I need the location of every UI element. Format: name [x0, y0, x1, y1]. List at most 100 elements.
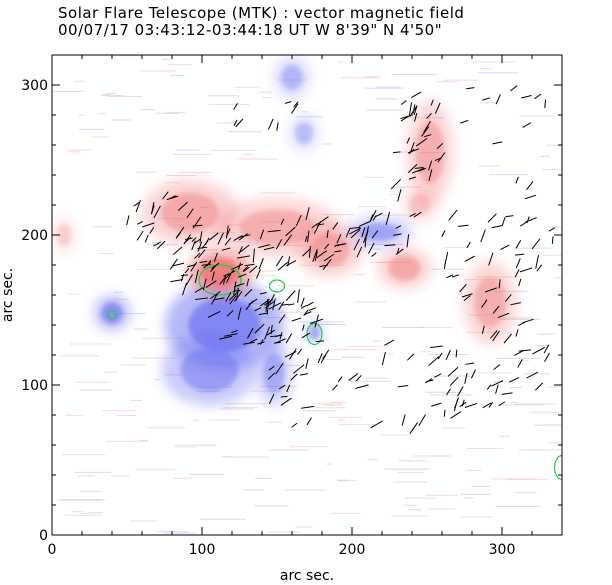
field-vector	[525, 217, 537, 223]
field-vector	[265, 298, 269, 312]
x-tick-label: 300	[489, 542, 516, 558]
field-vector	[482, 97, 491, 101]
field-vector	[521, 94, 532, 99]
x-tick-label: 100	[189, 542, 216, 558]
field-vector	[355, 384, 369, 389]
contour-line	[553, 454, 562, 481]
field-vector	[448, 209, 458, 221]
field-vector	[153, 241, 162, 247]
field-vector	[356, 246, 363, 258]
field-vector	[291, 317, 302, 322]
field-vector	[301, 405, 315, 409]
field-vector	[492, 330, 500, 342]
negative-region-core	[359, 223, 399, 241]
field-vector	[211, 271, 215, 281]
field-vector	[274, 338, 286, 344]
field-vector	[316, 223, 325, 226]
field-vector	[308, 307, 317, 311]
field-vector	[500, 244, 510, 251]
field-vector	[434, 157, 442, 161]
field-vector	[480, 229, 486, 243]
field-vector	[406, 353, 415, 361]
field-vector	[470, 369, 476, 379]
y-tick-label: 300	[21, 78, 48, 94]
field-vector	[518, 349, 531, 352]
field-vector	[275, 255, 284, 267]
field-vector	[397, 384, 409, 388]
field-vector	[199, 231, 203, 243]
field-vector	[225, 228, 231, 238]
field-vector	[457, 386, 464, 397]
field-vector	[192, 224, 203, 227]
positive-region	[401, 187, 438, 223]
field-vector	[252, 248, 255, 263]
x-axis-label: arc sec.	[280, 568, 334, 584]
field-vector	[255, 269, 261, 279]
x-tick-label: 200	[339, 542, 366, 558]
field-vector	[431, 402, 442, 407]
field-vector	[453, 399, 459, 412]
negative-polarity-regions	[94, 56, 412, 406]
field-vector	[411, 167, 425, 174]
field-vector	[524, 194, 537, 200]
field-vector	[409, 422, 419, 434]
field-vector	[446, 388, 451, 396]
field-vector	[484, 287, 497, 293]
field-vector	[212, 297, 225, 301]
field-vector	[285, 290, 296, 301]
field-vector	[491, 380, 504, 387]
field-vector	[445, 349, 451, 361]
field-vector	[447, 366, 459, 377]
field-vector	[280, 397, 292, 406]
field-vector	[258, 258, 264, 270]
field-vector	[308, 246, 311, 258]
field-vector	[201, 263, 212, 266]
field-vector	[488, 252, 494, 266]
field-vector	[413, 211, 422, 218]
field-vector	[464, 402, 478, 408]
field-vector	[315, 340, 325, 343]
field-vector	[126, 215, 130, 226]
field-vector	[535, 255, 539, 269]
field-vector	[211, 262, 220, 270]
field-vector	[443, 262, 446, 270]
field-vector	[267, 372, 276, 380]
field-vector	[194, 238, 201, 244]
field-vector	[278, 384, 286, 390]
field-vector	[237, 273, 247, 278]
field-vector	[217, 232, 224, 245]
field-vector	[495, 384, 499, 394]
field-vector	[236, 255, 251, 259]
field-vector	[233, 289, 241, 292]
field-vector	[305, 207, 310, 221]
field-vector	[324, 243, 330, 250]
contour-line	[306, 322, 323, 346]
field-vector	[171, 262, 185, 267]
field-vector	[312, 248, 318, 262]
field-vector	[397, 189, 402, 202]
field-vector	[323, 253, 335, 262]
field-vector	[176, 226, 185, 238]
field-vector	[291, 422, 298, 428]
field-vector	[190, 261, 198, 272]
field-vector	[444, 252, 449, 264]
field-vector	[258, 312, 268, 316]
field-vector	[319, 264, 328, 268]
field-vector	[133, 201, 141, 207]
field-vector	[207, 310, 221, 318]
contour-line	[106, 309, 118, 320]
field-vector	[180, 274, 189, 277]
field-vector	[313, 221, 322, 234]
field-vector	[515, 258, 521, 269]
field-vector	[309, 318, 324, 324]
field-vector	[270, 334, 283, 338]
field-vector	[177, 201, 188, 211]
field-vector	[213, 252, 218, 263]
x-tick-label: 0	[48, 542, 57, 558]
field-vector	[320, 355, 327, 364]
field-vector	[181, 282, 188, 296]
field-vector	[278, 301, 285, 311]
field-vector	[532, 346, 545, 355]
field-vector	[316, 250, 327, 259]
